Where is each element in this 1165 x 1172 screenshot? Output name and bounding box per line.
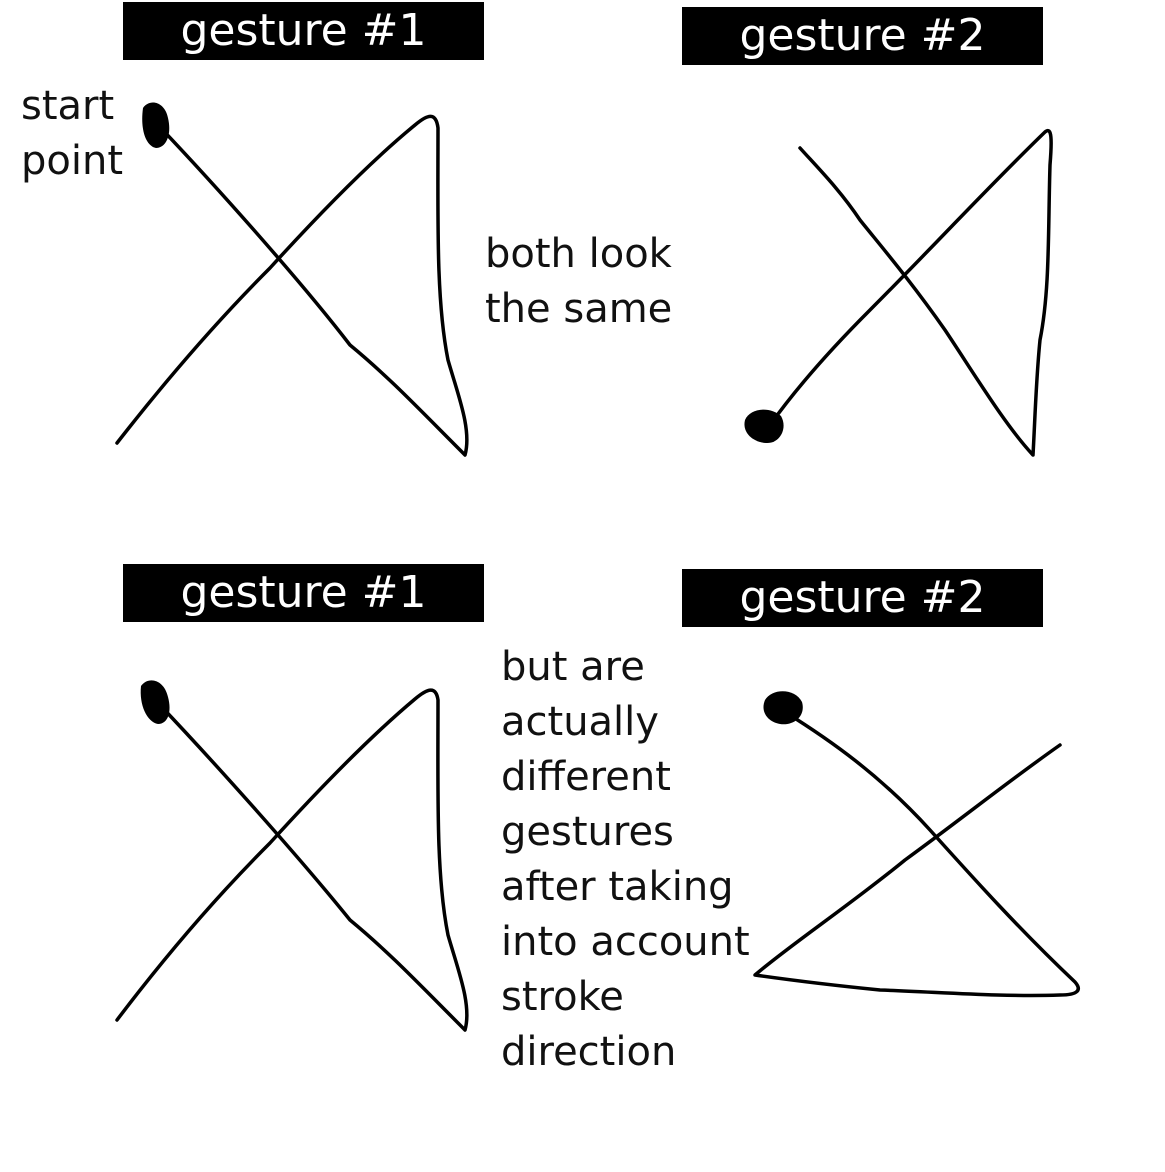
top-gesture-2-stroke <box>768 128 1053 457</box>
different-gestures-note-line: different <box>501 754 671 800</box>
bottom-gesture-2-label: gesture #2 <box>682 569 1043 627</box>
different-gestures-note-line: direction <box>501 1029 677 1075</box>
bottom-gesture-1-start-dot <box>140 680 170 724</box>
different-gestures-note-line: stroke <box>501 974 624 1020</box>
start-point-note-line: point <box>21 138 124 184</box>
different-gestures-note-line: into account <box>501 919 750 965</box>
top-gesture-1-stroke <box>115 114 469 457</box>
different-gestures-note-line: after taking <box>501 864 734 910</box>
top-gesture-1-start-dot <box>142 102 170 148</box>
different-gestures-note-line: but are <box>501 644 645 690</box>
same-look-note-line: the same <box>485 286 673 332</box>
different-gestures-note-line: actually <box>501 699 659 745</box>
top-gesture-2-label: gesture #2 <box>682 7 1043 65</box>
bottom-gesture-1-label: gesture #1 <box>123 564 484 622</box>
different-gestures-note: but are actually different gestures afte… <box>501 640 750 1080</box>
start-point-note: start point <box>21 79 123 189</box>
same-look-note-line: both look <box>485 231 672 277</box>
bottom-gesture-2-stroke <box>753 710 1080 998</box>
bottom-gesture-1-stroke <box>115 688 469 1032</box>
start-point-note-line: start <box>21 83 115 129</box>
bottom-gesture-2-start-dot <box>763 691 803 725</box>
top-gesture-2-start-dot <box>744 409 784 444</box>
same-look-note: both look the same <box>485 227 672 337</box>
different-gestures-note-line: gestures <box>501 809 674 855</box>
top-gesture-1-label: gesture #1 <box>123 2 484 60</box>
